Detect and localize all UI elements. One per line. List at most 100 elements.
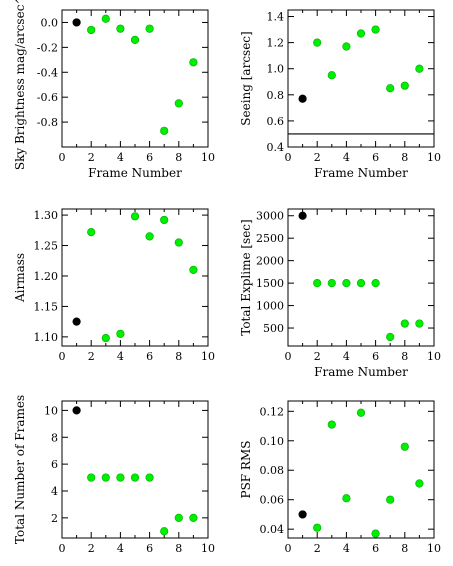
data-point <box>386 84 395 93</box>
x-axis-label: Frame Number <box>314 365 408 379</box>
x-tick-label: 8 <box>401 350 408 363</box>
data-point <box>327 420 336 429</box>
data-point <box>400 319 409 328</box>
y-tick-label: 0.10 <box>260 435 285 448</box>
data-point <box>101 333 110 343</box>
x-tick-label: 0 <box>59 350 66 363</box>
y-tick-label: 1.0 <box>267 63 285 76</box>
data-point <box>415 64 424 73</box>
data-point <box>174 238 183 247</box>
y-tick-label: 1.25 <box>34 240 59 253</box>
data-point <box>298 211 307 220</box>
y-tick-label: 2 <box>51 512 58 525</box>
data-point <box>160 126 169 135</box>
x-tick-label: 4 <box>343 542 350 555</box>
panel-1: 0 2 4 6 8 10 0.0 -0.2 -0.4 -0.6 -0.8 Frame Number Sk… <box>13 0 215 180</box>
data-point <box>116 24 125 33</box>
y-tick-label: 1000 <box>256 300 284 313</box>
y-tick-label: 8 <box>51 431 58 444</box>
x-tick-label: 10 <box>201 350 215 363</box>
x-tick-label: 10 <box>427 151 441 164</box>
data-point <box>160 527 169 536</box>
x-tick-label: 6 <box>146 151 153 164</box>
x-tick-label: 0 <box>285 350 292 363</box>
x-tick-label: 2 <box>314 542 321 555</box>
data-point <box>130 473 140 482</box>
x-tick-label: 4 <box>117 542 124 555</box>
panel-4: 0 2 4 6 8 10 500 1000 1500 2000 2500 3000 Frame Numb… <box>239 208 441 379</box>
data-point <box>342 494 351 503</box>
y-tick-label: 0.06 <box>260 494 285 507</box>
x-tick-label: 0 <box>59 151 66 164</box>
y-tick-label: -0.8 <box>37 116 58 129</box>
x-tick-label: 4 <box>117 151 124 164</box>
x-tick-label: 6 <box>146 542 153 555</box>
y-axis-label: Total Number of Frames <box>13 395 27 544</box>
plot-frame <box>287 208 435 347</box>
y-tick-label: -0.4 <box>37 66 58 79</box>
data-point <box>342 42 351 51</box>
panel-3: 0 2 4 6 8 10 1.10 1.15 1.20 1.25 1.30 Airmass <box>13 208 215 363</box>
y-tick-label: 0.8 <box>267 89 285 102</box>
data-point <box>87 473 96 482</box>
y-tick-label: 0.4 <box>267 141 285 154</box>
y-tick-label: 1.30 <box>34 209 59 222</box>
data-point <box>72 18 81 27</box>
x-tick-label: 2 <box>88 542 95 555</box>
data-point <box>130 212 140 221</box>
data-point <box>174 513 183 522</box>
data-point <box>116 473 125 482</box>
y-axis-label: Total Explime [sec] <box>239 219 253 335</box>
x-tick-label: 4 <box>117 350 124 363</box>
data-point <box>72 406 81 415</box>
data-point <box>371 25 380 34</box>
x-tick-label: 6 <box>372 151 379 164</box>
data-point <box>371 529 380 538</box>
x-tick-label: 8 <box>401 151 408 164</box>
y-axis-label: PSF RMS <box>239 441 253 499</box>
panel-2: 0 2 4 6 8 10 0.4 0.6 0.8 1.0 1.2 1.4 Frame Number See… <box>239 9 441 180</box>
x-axis-label: Frame Number <box>314 166 408 180</box>
x-tick-label: 10 <box>201 542 215 555</box>
plot-frame <box>61 208 209 347</box>
data-point <box>145 232 154 241</box>
x-tick-label: 8 <box>175 350 182 363</box>
data-point <box>400 81 409 90</box>
y-tick-label: 0.6 <box>267 115 285 128</box>
x-tick-label: 0 <box>285 151 292 164</box>
y-tick-label: 0.04 <box>260 523 285 536</box>
y-tick-label: 6 <box>51 458 58 471</box>
y-tick-label: 500 <box>263 322 284 335</box>
data-point <box>400 442 409 451</box>
data-point <box>327 279 336 288</box>
panel-6: 0 2 4 6 8 10 0.04 0.06 0.08 0.10 0.12 PSF RMS <box>239 400 441 555</box>
data-point <box>174 99 183 108</box>
plot-frame <box>61 9 209 148</box>
data-point <box>87 25 96 35</box>
x-tick-label: 2 <box>88 350 95 363</box>
data-point <box>87 228 96 237</box>
y-tick-label: 0.0 <box>41 16 59 29</box>
y-tick-label: -0.2 <box>37 41 58 54</box>
data-point <box>342 279 351 288</box>
data-point <box>386 495 395 504</box>
data-point <box>189 58 198 67</box>
panel-5: 0 2 4 6 8 10 2 4 6 8 10 Total Number of Frames <box>13 395 215 555</box>
y-tick-label: 1.20 <box>34 270 59 283</box>
x-tick-label: 2 <box>314 151 321 164</box>
data-point <box>313 279 322 288</box>
plot-frame <box>61 400 209 539</box>
data-point <box>415 479 424 488</box>
data-point <box>72 317 81 326</box>
data-point <box>189 265 198 274</box>
data-point <box>415 319 424 328</box>
x-tick-label: 4 <box>343 350 350 363</box>
x-tick-label: 10 <box>201 151 215 164</box>
y-tick-label: 2500 <box>256 232 284 245</box>
data-point <box>313 38 322 47</box>
data-point <box>298 94 307 103</box>
y-tick-label: 10 <box>44 404 58 417</box>
x-tick-label: 8 <box>175 151 182 164</box>
data-point <box>130 35 140 44</box>
x-tick-label: 10 <box>427 350 441 363</box>
